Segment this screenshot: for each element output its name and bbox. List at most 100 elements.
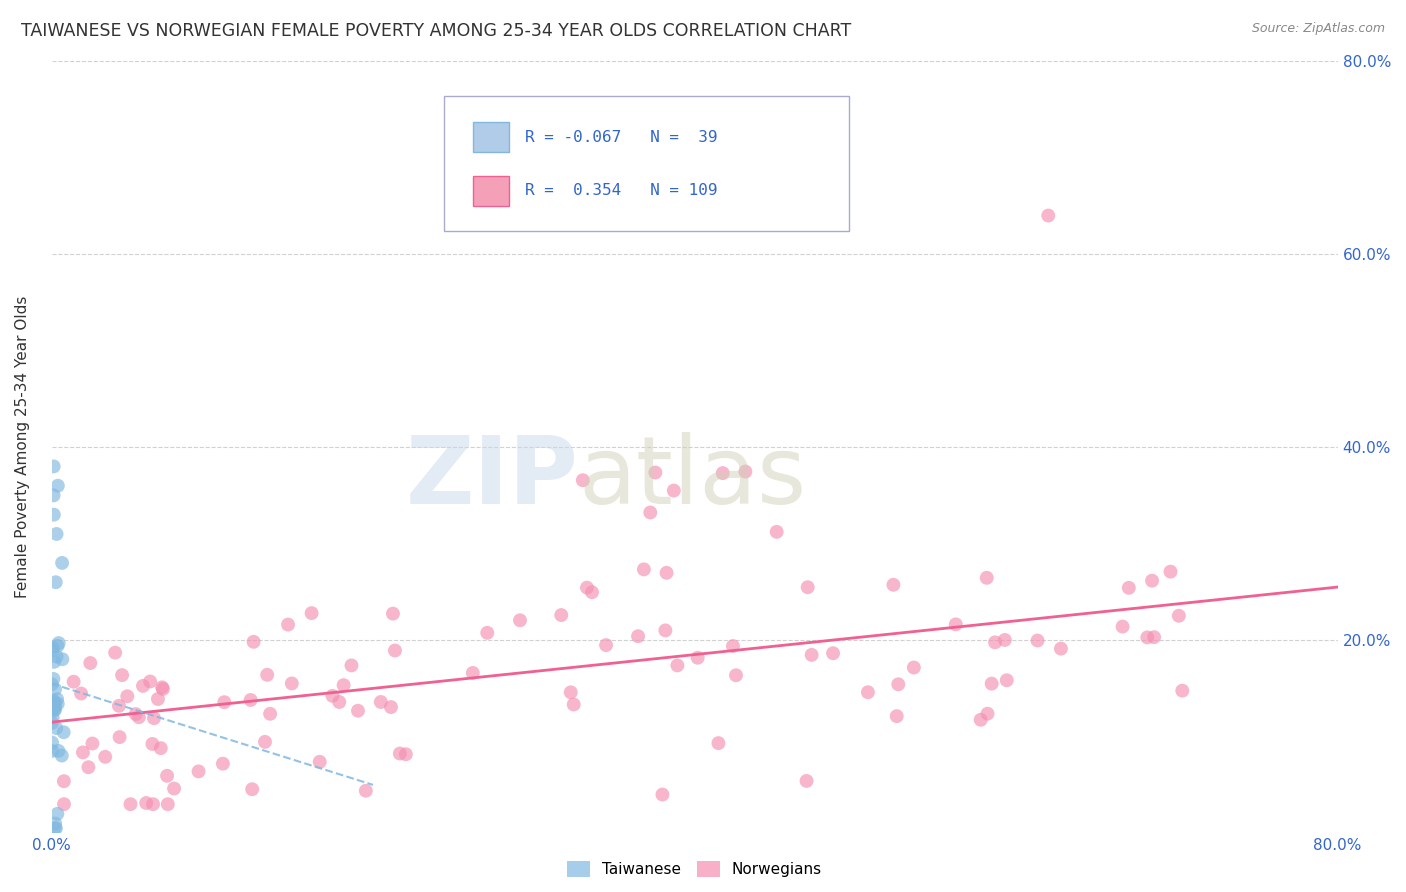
Point (655, 566, 678, 580)
Y-axis label: Female Poverty Among 25-34 Year Olds: Female Poverty Among 25-34 Year Olds (15, 296, 30, 599)
Point (461, 665, 484, 680)
Point (46, 697, 69, 711)
Point (139, 674, 162, 689)
Legend: Taiwanese, Norwegians: Taiwanese, Norwegians (561, 855, 828, 883)
Point (724, 668, 747, 682)
Point (132, 679, 155, 693)
Point (380, 700, 402, 714)
Point (150, 681, 173, 695)
Point (117, 690, 139, 704)
Point (882, 578, 904, 592)
Point (509, 613, 531, 627)
Point (46, 692, 69, 706)
Point (44, 816, 66, 830)
Point (41, 716, 63, 731)
Point (796, 774, 818, 789)
Point (662, 483, 685, 498)
Point (62, 674, 84, 689)
Point (42, 459, 65, 474)
Point (149, 741, 172, 756)
Point (354, 783, 377, 797)
Point (562, 698, 585, 712)
Point (104, 646, 127, 660)
Point (644, 466, 666, 480)
Point (281, 676, 304, 690)
Point (370, 695, 392, 709)
Point (146, 692, 169, 706)
Point (120, 797, 142, 812)
Point (994, 632, 1017, 647)
Point (212, 756, 235, 771)
Point (41, 640, 63, 655)
Point (42, 701, 65, 715)
Point (886, 709, 908, 723)
Point (654, 624, 676, 638)
Point (124, 707, 146, 722)
Point (42, 695, 65, 709)
Point (277, 617, 299, 632)
Point (242, 635, 264, 649)
Point (52, 774, 75, 789)
Point (142, 797, 165, 812)
Point (1171, 683, 1194, 698)
Text: R = -0.067   N =  39: R = -0.067 N = 39 (524, 129, 717, 145)
Point (44, 655, 66, 669)
Point (340, 658, 363, 673)
Point (128, 710, 150, 724)
Point (381, 607, 404, 621)
Point (796, 580, 818, 594)
Point (45, 822, 67, 836)
Point (51, 652, 73, 666)
Point (1111, 619, 1133, 633)
Point (41, 744, 63, 758)
Point (575, 581, 598, 595)
Point (734, 465, 756, 479)
Point (46, 639, 69, 653)
Point (187, 764, 209, 779)
Point (1038, 209, 1060, 223)
Point (82, 737, 104, 751)
Point (995, 673, 1018, 688)
Point (1136, 631, 1159, 645)
Point (52, 725, 75, 739)
Point (332, 678, 354, 692)
Point (1026, 633, 1049, 648)
Point (253, 735, 276, 749)
Point (79, 656, 101, 670)
Point (108, 698, 131, 713)
Point (633, 562, 655, 576)
Point (46, 479, 69, 493)
Point (42, 488, 65, 502)
Point (1050, 641, 1073, 656)
Point (53, 797, 76, 812)
Point (572, 473, 595, 487)
Point (163, 781, 186, 796)
Point (41, 735, 63, 749)
Point (976, 706, 998, 721)
Point (969, 713, 991, 727)
Point (384, 643, 406, 657)
Point (980, 676, 1002, 690)
Point (240, 782, 263, 797)
Point (51, 748, 73, 763)
Point (711, 466, 734, 480)
Point (651, 788, 673, 802)
Text: Source: ZipAtlas.com: Source: ZipAtlas.com (1251, 22, 1385, 36)
Point (1167, 608, 1189, 623)
Point (94, 749, 117, 764)
Text: atlas: atlas (579, 432, 807, 524)
Point (44, 702, 66, 716)
Point (44, 822, 66, 836)
Point (945, 617, 967, 632)
Point (42, 672, 65, 686)
Point (152, 681, 174, 696)
Text: ZIP: ZIP (406, 432, 579, 524)
Bar (474, 177, 509, 206)
Point (347, 704, 370, 718)
Point (640, 506, 662, 520)
Point (477, 625, 499, 640)
Point (560, 685, 582, 699)
Point (44, 697, 66, 711)
Point (44, 682, 66, 697)
Point (77, 760, 100, 774)
